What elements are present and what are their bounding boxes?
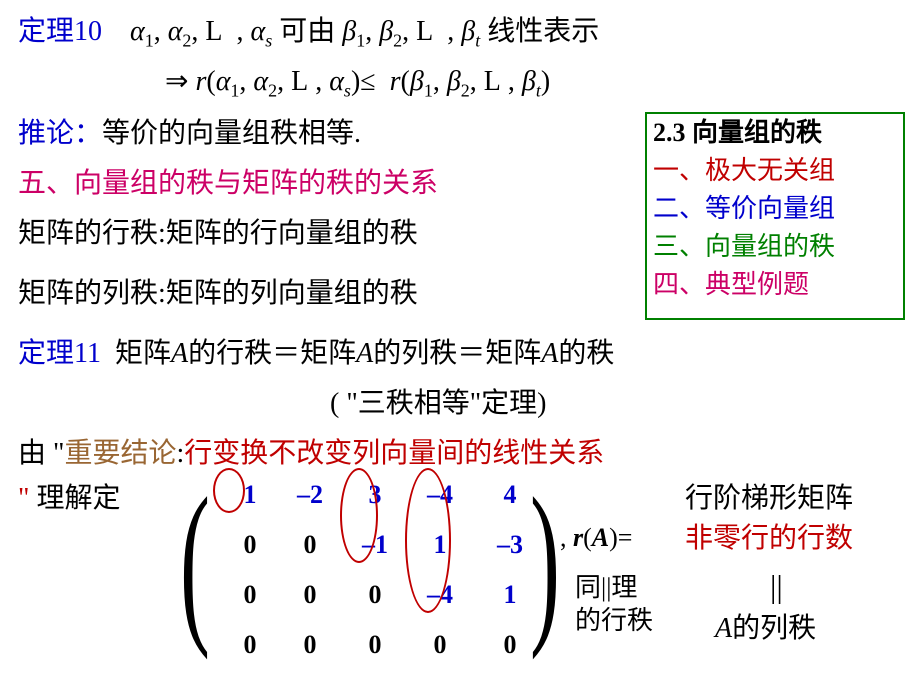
colrank-text: A的列秩: [715, 615, 816, 643]
rank-row-text: 矩阵的行秩:矩阵的行向量组的秩: [18, 220, 418, 248]
toc-box: 2.3 向量组的秩 一、极大无关组 二、等价向量组 三、向量组的秩 四、典型例题: [645, 112, 905, 320]
matrix-cell: 4: [480, 480, 540, 510]
theorem10-line1: 定理10 α1, α2, L , αs 可由 β1, β2, L , βt 线性…: [18, 18, 599, 50]
toc-title: 2.3 向量组的秩: [653, 120, 909, 146]
vert-equals: ||: [770, 570, 783, 602]
rank-col-text: 矩阵的列秩:矩阵的列向量组的秩: [18, 280, 418, 308]
oval-1: [213, 468, 245, 513]
corollary-line: 推论：等价的向量组秩相等.: [18, 120, 361, 148]
tongli-text: 同||理: [575, 575, 637, 601]
conclusion-line1: 由 "重要结论:行变换不改变列向量间的线性关系: [18, 440, 604, 468]
echelon-text: 行阶梯形矩阵: [685, 485, 853, 513]
theorem11-label: 定理11: [18, 338, 101, 369]
nonzero-text: 非零行的行数: [685, 525, 853, 553]
toc-item3: 三、向量组的秩: [653, 234, 909, 260]
matrix-cell: 0: [220, 580, 280, 610]
matrix-cell: 0: [280, 580, 340, 610]
toc-item2: 二、等价向量组: [653, 196, 909, 222]
section5-title: 五、向量组的秩与矩阵的秩的关系: [18, 170, 438, 198]
matrix-cell: 1: [480, 580, 540, 610]
oval-2: [340, 468, 378, 563]
toc-item4: 四、典型例题: [653, 272, 909, 298]
oval-3: [405, 468, 451, 613]
matrix-cell: 0: [220, 630, 280, 660]
conclusion-line2: " 理解定: [18, 485, 120, 513]
matrix-cell: 0: [280, 530, 340, 560]
corollary-label: 推论：: [18, 118, 102, 149]
matrix-cell: 0: [280, 630, 340, 660]
theorem11-line: 定理11 矩阵A的行秩＝矩阵A的列秩＝矩阵A的秩: [18, 340, 614, 368]
matrix-cell: 0: [480, 630, 540, 660]
toc-item1: 一、极大无关组: [653, 158, 909, 184]
matrix-cell: –3: [480, 530, 540, 560]
matrix-cell: 0: [345, 630, 405, 660]
theorem10-line2: ⇒ r(α1, α2, L , αs)≤ r(β1, β2, L , βt): [165, 68, 550, 100]
rA-expr: , r(A)=: [560, 525, 632, 551]
theorem10-label: 定理10: [18, 16, 102, 47]
matrix-cell: –2: [280, 480, 340, 510]
rowrank-text: 的行秩: [575, 608, 653, 634]
theorem11-paren: ( "三秩相等"定理): [330, 390, 547, 418]
matrix-cell: 0: [410, 630, 470, 660]
matrix-cell: 0: [345, 580, 405, 610]
matrix-cell: 0: [220, 530, 280, 560]
